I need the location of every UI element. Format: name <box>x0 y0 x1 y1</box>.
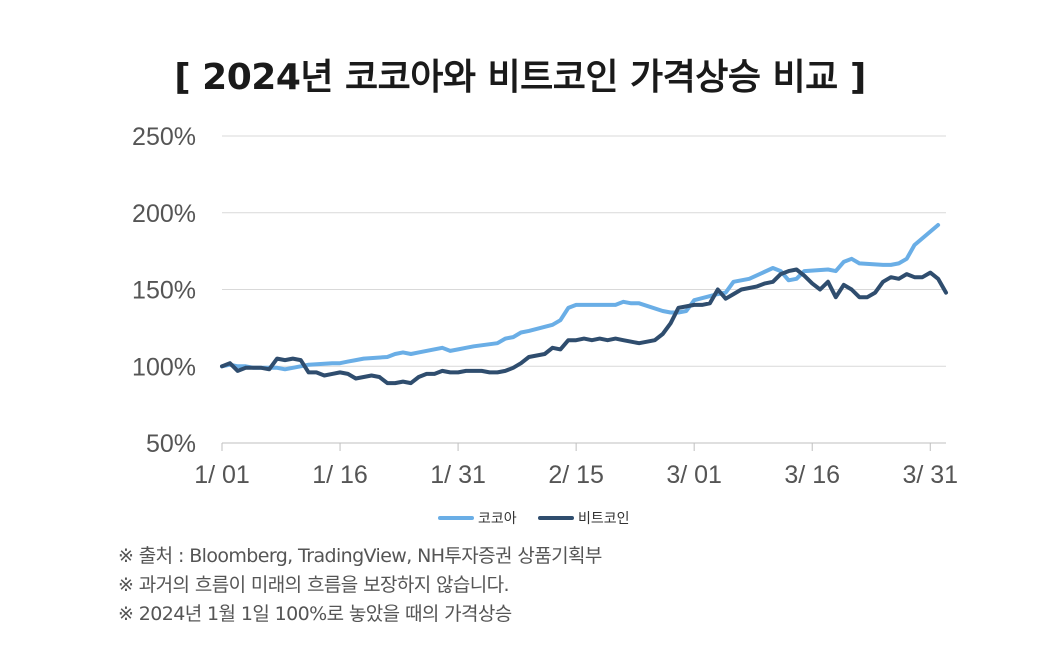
x-axis: 1/ 01 1/ 16 1/ 31 2/ 15 3/ 01 3/ 16 3/ 31 <box>194 442 958 489</box>
y-tick-label: 100% <box>132 353 196 381</box>
y-axis-ticks: 250% 200% 150% 100% 50% <box>132 123 196 458</box>
x-tick-label: 3/ 01 <box>666 461 722 489</box>
x-tick-label: 3/ 16 <box>784 461 840 489</box>
series-line-bitcoin <box>220 267 948 386</box>
legend: 코코아 비트코인 <box>438 511 630 527</box>
y-tick-label: 200% <box>132 200 196 228</box>
x-tick-label: 1/ 31 <box>430 461 486 489</box>
legend-label: 코코아 <box>478 511 517 527</box>
footnote-disclaimer: ※ 과거의 흐름이 미래의 흐름을 보장하지 않습니다. <box>118 574 510 596</box>
y-tick-label: 150% <box>132 277 196 305</box>
series-lines <box>220 223 948 386</box>
x-tick-label: 1/ 16 <box>312 461 368 489</box>
x-tick-label: 1/ 01 <box>194 461 250 489</box>
x-tick-label: 3/ 31 <box>902 461 958 489</box>
footnote-source: ※ 출처 : Bloomberg, TradingView, NH투자증권 상품… <box>118 545 602 567</box>
legend-label: 비트코인 <box>578 511 630 527</box>
series-line-cocoa <box>220 223 941 372</box>
gridlines <box>222 135 946 444</box>
footnote-baseline: ※ 2024년 1월 1일 100%로 놓았을 때의 가격상승 <box>118 603 512 625</box>
x-tick-label: 2/ 15 <box>548 461 604 489</box>
chart-title: [ 2024년 코코아와 비트코인 가격상승 비교 ] <box>174 57 866 98</box>
y-tick-label: 50% <box>146 430 196 458</box>
y-tick-label: 250% <box>132 123 196 151</box>
footnotes: ※ 출처 : Bloomberg, TradingView, NH투자증권 상품… <box>118 542 602 629</box>
